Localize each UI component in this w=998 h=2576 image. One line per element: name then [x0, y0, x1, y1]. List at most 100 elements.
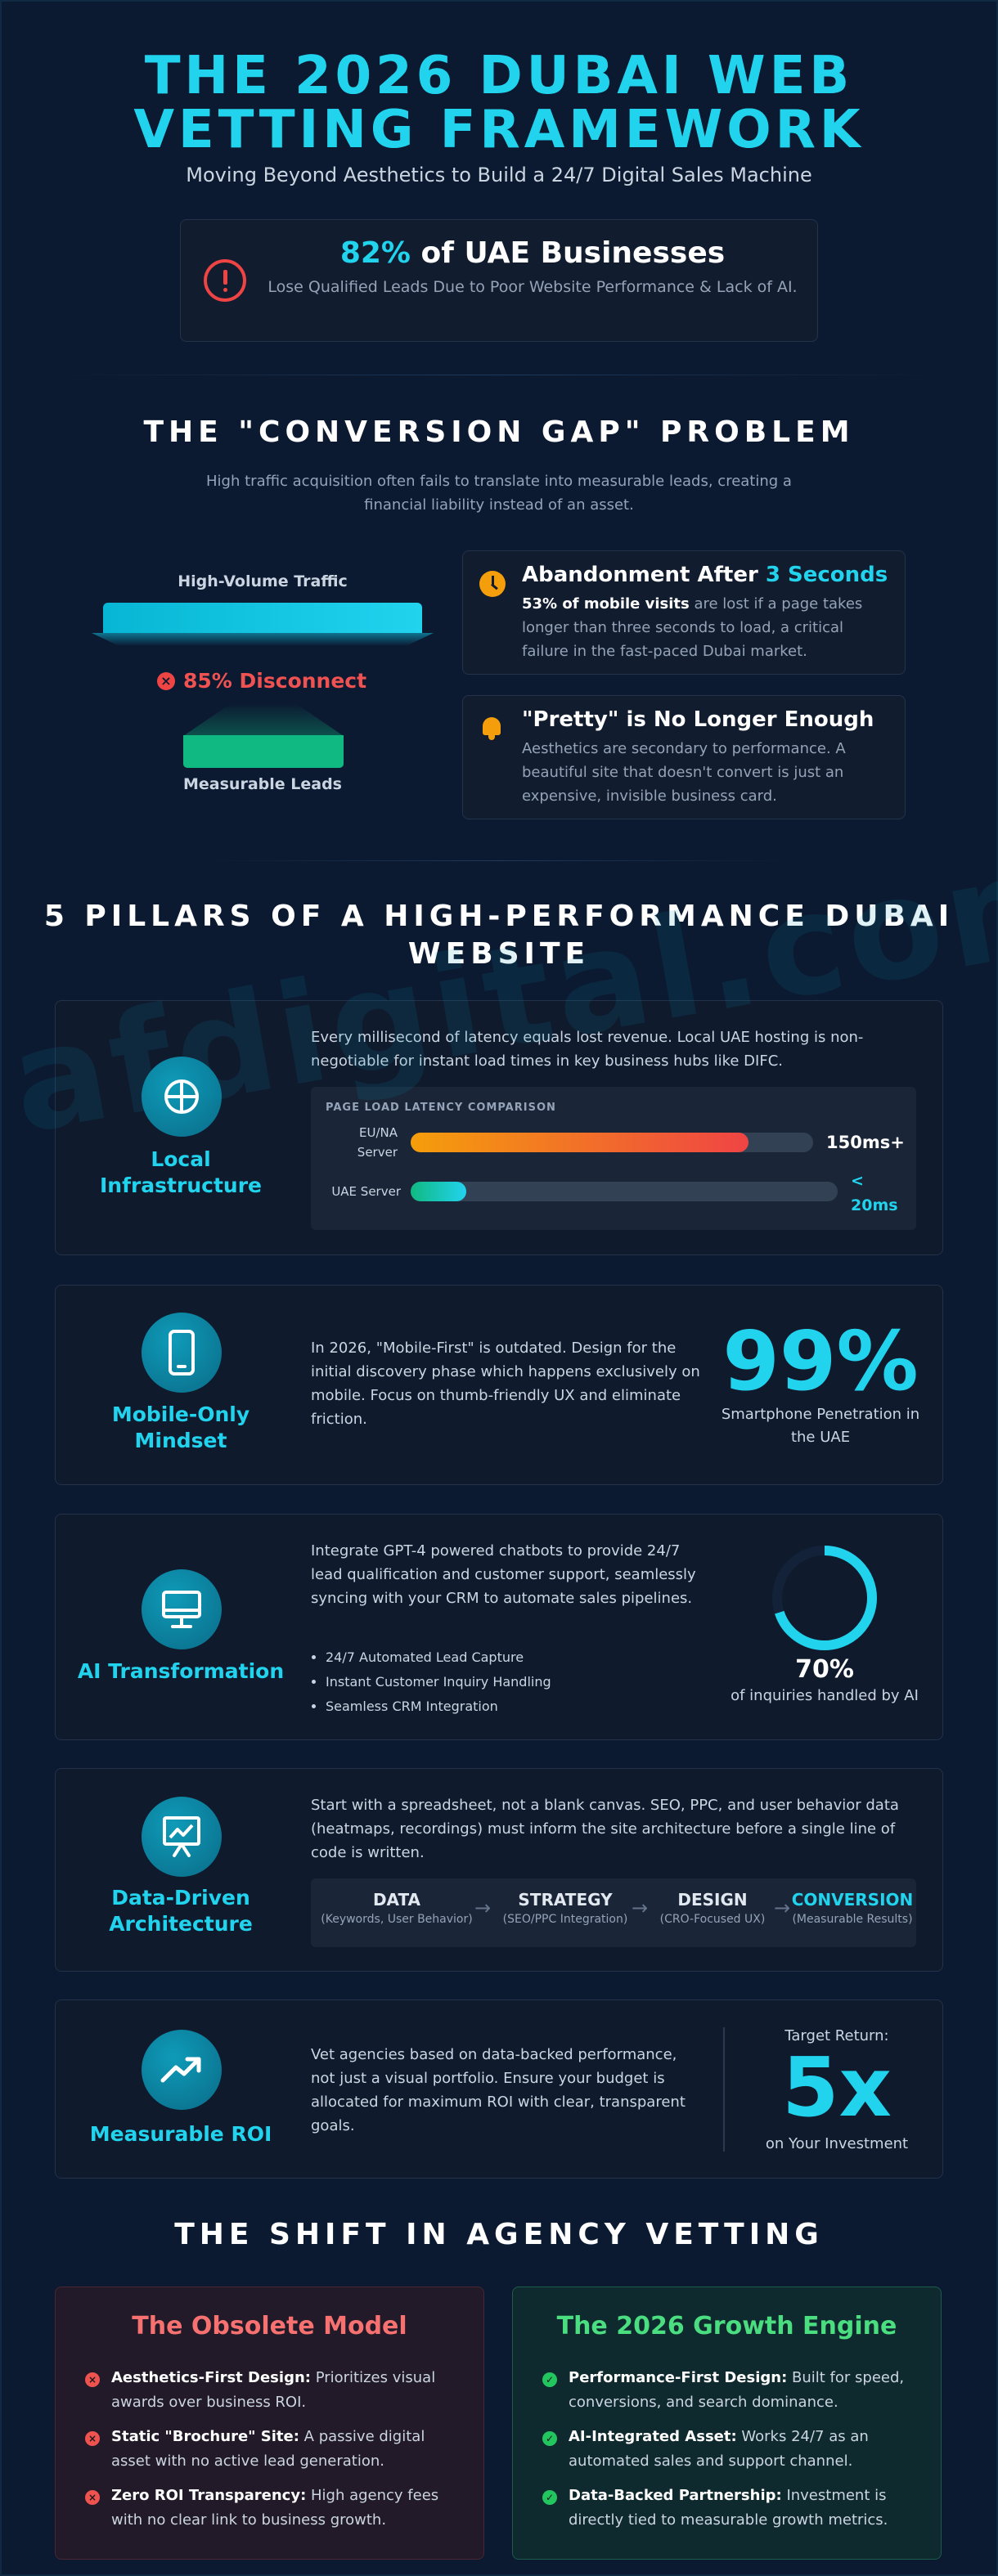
monitor-icon [162, 1591, 201, 1628]
trending-up-icon [160, 2057, 201, 2083]
hero-title-line1: THE 2026 DUBAI WEB [144, 46, 854, 106]
latency-bar-uae [411, 1182, 838, 1201]
step-title: DATA [372, 1890, 421, 1910]
alert-icon [204, 259, 246, 302]
latency-fill-eu [411, 1133, 749, 1152]
step-subtitle: (CRO-Focused UX) [659, 1913, 766, 1926]
pillar-icon-bg [142, 2030, 222, 2110]
hero-stat-highlight: 82% [339, 236, 411, 270]
pillars-title-line2: WEBSITE [407, 937, 591, 971]
latency-value-uae: < 20ms [851, 1172, 898, 1214]
latency-bar-eu [411, 1133, 813, 1152]
abandonment-card-title: Abandonment After 3 Seconds [522, 563, 888, 587]
ai-progress-ring [772, 1546, 877, 1650]
x-circle-icon: × [85, 2372, 100, 2387]
pretty-card-text: Aesthetics are secondary to performance.… [522, 740, 846, 805]
list-item: AI-Integrated Asset: Works 24/7 as an au… [569, 2425, 912, 2474]
ring-fill [772, 1546, 877, 1650]
hero-subtitle: Moving Beyond Aesthetics to Build a 24/7… [186, 164, 812, 186]
step-title: CONVERSION [791, 1890, 914, 1910]
item-bold: Static "Brochure" Site: [111, 2428, 299, 2445]
abandonment-text-rest: are lost if a page takes longer than thr… [522, 595, 863, 660]
item-bold: Aesthetics-First Design: [111, 2369, 311, 2386]
abandonment-text-bold: 53% of mobile visits [522, 595, 690, 613]
pillar-data-driven: Data-Driven Architecture Start with a sp… [55, 1768, 943, 1972]
arrow-right-icon: → [474, 1896, 492, 1919]
step-title: STRATEGY [518, 1890, 613, 1910]
funnel-bottom-label: Measurable Leads [183, 775, 342, 793]
list-item: Instant Customer Inquiry Handling [326, 1670, 704, 1694]
list-item: Aesthetics-First Design: Prioritizes vis… [111, 2366, 455, 2415]
pillar-name: Data-Driven Architecture [109, 1886, 253, 1936]
funnel-disconnect-label: 85% Disconnect [183, 669, 367, 693]
abandonment-card: Abandonment After 3 Seconds 53% of mobil… [462, 550, 906, 675]
funnel-bottom-bar [183, 735, 344, 768]
latency-title: PAGE LOAD LATENCY COMPARISON [326, 1102, 556, 1114]
list-item: Zero ROI Transparency: High agency fees … [111, 2484, 455, 2533]
hero-title: THE 2026 DUBAI WEB VETTING FRAMEWORK [0, 49, 998, 157]
item-text: Works 24/7 as an automated sales and sup… [569, 2428, 869, 2470]
pillar-text: Start with a spreadsheet, not a blank ca… [311, 1797, 899, 1861]
bell-icon [481, 716, 502, 740]
item-bold: AI-Integrated Asset: [569, 2428, 737, 2445]
hero-stat-text: of UAE Businesses [420, 236, 726, 270]
pillar-text: Vet agencies based on data-backed perfor… [311, 2046, 686, 2134]
latency-label-eu: EU/NA Server [357, 1125, 398, 1160]
item-text: High agency fees with no clear link to b… [111, 2487, 439, 2529]
x-icon: × [157, 672, 175, 690]
pillar-mobile-only: Mobile-Only Mindset In 2026, "Mobile-Fir… [55, 1285, 943, 1485]
growth-engine-card: The 2026 Growth Engine ✓ Performance-Fir… [512, 2287, 942, 2560]
shift-section-title: THE SHIFT IN AGENCY VETTING [174, 2218, 824, 2251]
list-item: 24/7 Automated Lead Capture [326, 1645, 704, 1670]
pillar-icon-bg [142, 1313, 222, 1393]
hero-stat-box: 82% of UAE Businesses Lose Qualified Lea… [180, 219, 818, 342]
mobile-stat: 99% [722, 1313, 919, 1409]
latency-value-eu: 150ms+ [826, 1133, 905, 1152]
x-circle-icon: × [85, 2490, 100, 2505]
hero-stat-description: Lose Qualified Leads Due to Poor Website… [267, 278, 798, 296]
hero-stat-heading: 82% of UAE Businesses [263, 236, 802, 270]
presentation-chart-icon [163, 1816, 200, 1857]
step-subtitle: (SEO/PPC Integration) [502, 1913, 628, 1926]
roi-stat-caption: on Your Investment [765, 2135, 909, 2152]
mobile-stat-caption: Smartphone Penetration in the UAE [721, 1406, 920, 1446]
latency-comparison: PAGE LOAD LATENCY COMPARISON EU/NA Serve… [311, 1087, 916, 1230]
clock-icon [479, 571, 506, 597]
pillar-text: Integrate GPT-4 powered chatbots to prov… [311, 1542, 696, 1607]
roi-target-label: Target Return: [784, 2027, 889, 2044]
pillar-icon-bg [142, 1569, 222, 1649]
gap-section-title: THE "CONVERSION GAP" PROBLEM [143, 415, 855, 449]
latency-label-uae: UAE Server [331, 1184, 401, 1199]
gap-section-subtitle: High traffic acquisition often fails to … [206, 473, 792, 514]
arrow-right-icon: → [632, 1896, 649, 1919]
pillars-title-line1: 5 PILLARS OF A HIGH-PERFORMANCE DUBAI [43, 900, 955, 933]
item-bold: Performance-First Design: [569, 2369, 788, 2386]
item-bold: Zero ROI Transparency: [111, 2487, 307, 2504]
item-text: Built for speed, conversions, and search… [569, 2369, 905, 2411]
pillar-name: Measurable ROI [89, 2122, 272, 2146]
smartphone-icon [169, 1330, 195, 1376]
ai-bullet-list: 24/7 Automated Lead Capture Instant Cust… [311, 1645, 704, 1719]
pretty-card: "Pretty" is No Longer Enough Aesthetics … [462, 695, 906, 819]
funnel-disconnect: × 85% Disconnect [157, 669, 366, 693]
pillar-text: Every millisecond of latency equals lost… [311, 1029, 864, 1070]
workflow-step: STRATEGY (SEO/PPC Integration) [496, 1890, 635, 1926]
step-subtitle: (Measurable Results) [792, 1913, 913, 1926]
pillars-section-title: 5 PILLARS OF A HIGH-PERFORMANCE DUBAI WE… [0, 898, 998, 973]
list-item: Seamless CRM Integration [326, 1694, 704, 1719]
list-item: Performance-First Design: Built for spee… [569, 2366, 912, 2415]
list-item: Static "Brochure" Site: A passive digita… [111, 2425, 455, 2474]
latency-fill-uae [411, 1182, 466, 1201]
pillar-measurable-roi: Measurable ROI Vet agencies based on dat… [55, 1999, 943, 2179]
funnel-shadow [92, 633, 434, 646]
item-bold: Data-Backed Partnership: [569, 2487, 782, 2504]
growth-engine-title: The 2026 Growth Engine [556, 2312, 897, 2340]
pillar-ai-transformation: AI Transformation Integrate GPT-4 powere… [55, 1514, 943, 1740]
funnel-top-label: High-Volume Traffic [178, 572, 348, 590]
check-circle-icon: ✓ [542, 2490, 557, 2505]
pillar-text: In 2026, "Mobile-First" is outdated. Des… [311, 1340, 700, 1428]
hero-title-line2: VETTING FRAMEWORK [133, 100, 865, 160]
pillar-local-infrastructure: Local Infrastructure Every millisecond o… [55, 1000, 943, 1255]
ai-stat-caption: of inquiries handled by AI [731, 1687, 919, 1704]
pillar-name: Local Infrastructure [100, 1147, 262, 1197]
